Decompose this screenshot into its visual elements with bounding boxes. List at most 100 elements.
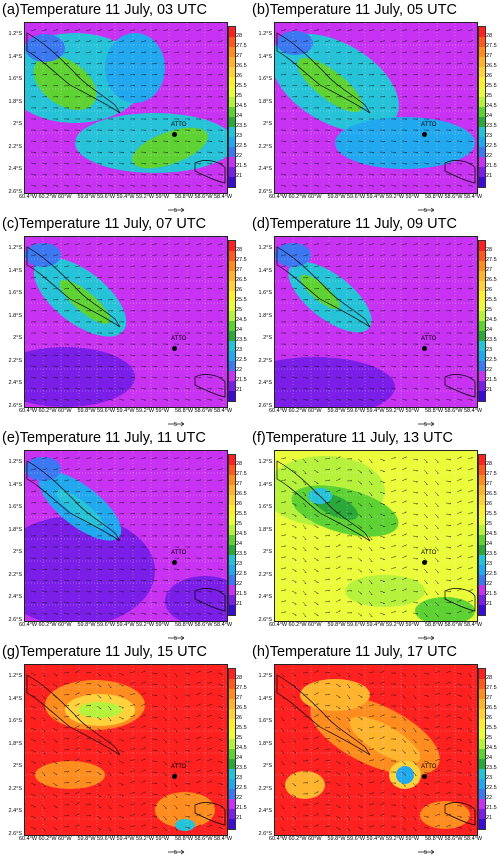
colorbar-tick-label: 23 xyxy=(236,133,242,139)
temperature-patch xyxy=(300,679,370,711)
site-label: ATTO xyxy=(421,122,436,128)
lat-tick-label: 1.2°S xyxy=(252,31,272,37)
colorbar-tick-label: 22 xyxy=(236,795,242,801)
colorbar-tick-label: 25 xyxy=(236,521,242,527)
colorbar xyxy=(228,26,236,188)
lat-tick-label: 1.6°S xyxy=(252,290,272,296)
lon-tick-label: 59.2°W xyxy=(386,194,404,200)
lon-tick-label: 59°W xyxy=(406,408,420,414)
lon-tick-label: 59.2°W xyxy=(136,408,154,414)
temperature-patch xyxy=(285,771,325,799)
lon-tick-label: 59°W xyxy=(406,194,420,200)
lon-tick-label: 58.6°W xyxy=(195,194,213,200)
lon-tick-label: 59.2°W xyxy=(386,622,404,628)
lon-tick-label: 59.2°W xyxy=(136,194,154,200)
lat-tick-label: 1.6°S xyxy=(252,718,272,724)
lat-tick-label: 2°S xyxy=(252,549,272,555)
temperature-field xyxy=(25,451,227,621)
colorbar-tick-label: 26.5 xyxy=(236,63,247,69)
lat-tick-label: 2.2°S xyxy=(252,572,272,578)
colorbar-tick-label: 21 xyxy=(236,815,242,821)
colorbar-tick-label: 27.5 xyxy=(486,471,497,477)
lat-tick-label: 2.2°S xyxy=(2,572,22,578)
colorbar-tick-label: 26 xyxy=(486,501,492,507)
lon-tick-label: 59.4°W xyxy=(367,836,385,842)
panel-title: (d)Temperature 11 July, 09 UTC xyxy=(252,216,457,232)
lon-tick-label: 60.2°W xyxy=(289,622,307,628)
temperature-map xyxy=(274,236,478,408)
colorbar-tick-label: 24 xyxy=(486,113,492,119)
temperature-field xyxy=(275,23,477,193)
colorbar-tick-label: 27.5 xyxy=(486,257,497,263)
lon-tick-label: 59.6°W xyxy=(347,622,365,628)
lat-tick-label: 2°S xyxy=(252,335,272,341)
vector-reference: 5 xyxy=(416,629,438,641)
lat-tick-label: 2°S xyxy=(2,763,22,769)
lon-tick-label: 60.2°W xyxy=(289,836,307,842)
lon-tick-label: 59.4°W xyxy=(117,408,135,414)
colorbar-tick-label: 21 xyxy=(236,601,242,607)
lon-tick-label: 59.2°W xyxy=(386,836,404,842)
colorbar-tick-label: 27 xyxy=(486,267,492,273)
colorbar-tick-label: 28 xyxy=(236,675,242,681)
colorbar xyxy=(478,454,486,616)
colorbar-tick-label: 23.5 xyxy=(236,337,247,343)
lon-tick-label: 59.8°W xyxy=(78,622,96,628)
temperature-field xyxy=(25,23,227,193)
temperature-map xyxy=(24,450,228,622)
site-marker xyxy=(172,560,177,565)
colorbar-tick-label: 21.5 xyxy=(486,377,497,383)
lon-tick-label: 60°W xyxy=(308,836,322,842)
colorbar-tick-label: 22 xyxy=(486,367,492,373)
colorbar-tick-label: 25 xyxy=(486,521,492,527)
colorbar-tick-label: 23.5 xyxy=(486,337,497,343)
colorbar-tick-label: 21.5 xyxy=(486,805,497,811)
lon-tick-label: 59.6°W xyxy=(347,408,365,414)
lat-tick-label: 1.8°S xyxy=(252,313,272,319)
lon-tick-label: 59.4°W xyxy=(367,622,385,628)
colorbar-tick-label: 26.5 xyxy=(236,277,247,283)
lat-tick-label: 1.4°S xyxy=(252,54,272,60)
colorbar-tick-label: 25.5 xyxy=(486,83,497,89)
temperature-map xyxy=(274,22,478,194)
lat-tick-label: 2.2°S xyxy=(252,358,272,364)
lon-tick-label: 58.8°W xyxy=(425,408,443,414)
lon-tick-label: 59.4°W xyxy=(367,408,385,414)
lon-tick-label: 59.8°W xyxy=(328,836,346,842)
lon-tick-label: 58.4°W xyxy=(214,408,232,414)
lat-tick-label: 2.2°S xyxy=(2,358,22,364)
lon-tick-label: 58.4°W xyxy=(464,408,482,414)
lon-tick-label: 59.2°W xyxy=(136,836,154,842)
colorbar-tick-label: 24 xyxy=(486,541,492,547)
colorbar-tick-label: 26 xyxy=(486,287,492,293)
lon-tick-label: 60°W xyxy=(308,194,322,200)
colorbar-tick-label: 27.5 xyxy=(486,43,497,49)
lat-tick-label: 2°S xyxy=(2,335,22,341)
lon-tick-label: 60.4°W xyxy=(19,194,37,200)
colorbar-tick-label: 21.5 xyxy=(236,377,247,383)
panel-title: (h)Temperature 11 July, 17 UTC xyxy=(252,644,457,660)
lat-tick-label: 1.6°S xyxy=(252,504,272,510)
colorbar-tick-label: 23.5 xyxy=(486,765,497,771)
colorbar-tick-label: 25.5 xyxy=(486,511,497,517)
vector-reference: 5 xyxy=(166,843,188,855)
colorbar-tick-label: 26 xyxy=(236,73,242,79)
lat-tick-label: 2.4°S xyxy=(252,380,272,386)
lat-tick-label: 1.4°S xyxy=(2,696,22,702)
colorbar-tick-label: 22.5 xyxy=(236,571,247,577)
colorbar-tick-label: 22.5 xyxy=(236,785,247,791)
panel-title: (a)Temperature 11 July, 03 UTC xyxy=(2,2,207,18)
lon-tick-label: 59.8°W xyxy=(78,836,96,842)
colorbar-tick-label: 28 xyxy=(236,461,242,467)
temperature-patch xyxy=(277,31,313,55)
lat-tick-label: 1.8°S xyxy=(252,99,272,105)
lat-tick-label: 1.2°S xyxy=(252,459,272,465)
lon-tick-label: 60.2°W xyxy=(289,408,307,414)
panel-title: (c)Temperature 11 July, 07 UTC xyxy=(2,216,206,232)
lon-tick-label: 59°W xyxy=(156,408,170,414)
